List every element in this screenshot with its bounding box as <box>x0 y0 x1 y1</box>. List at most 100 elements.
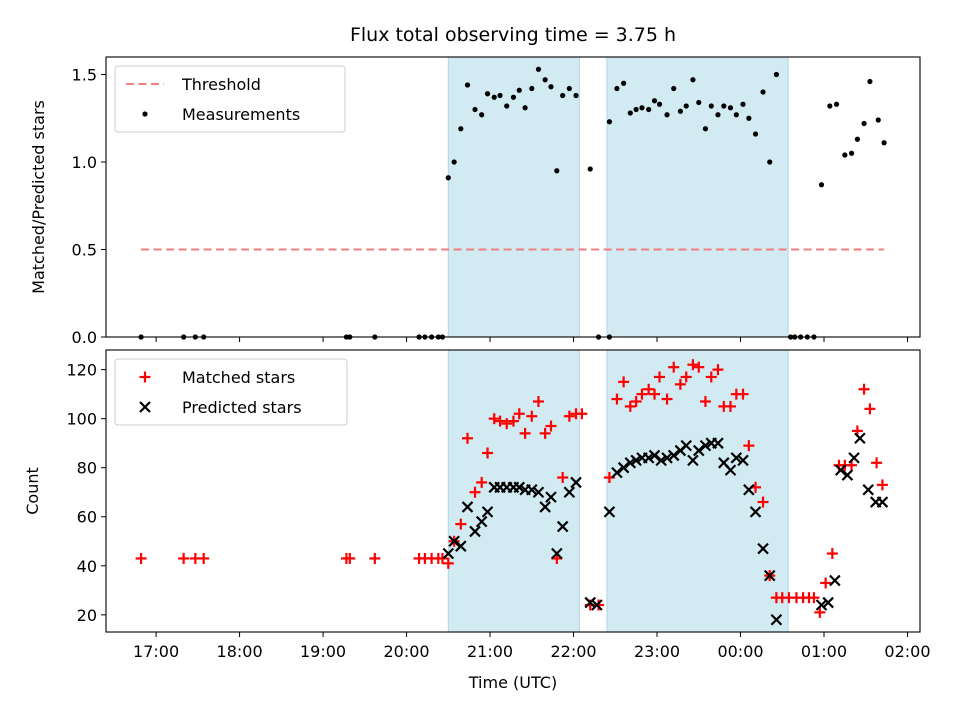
x-tick-label: 21:00 <box>467 642 513 661</box>
measurement-point <box>529 85 535 92</box>
measurement-point <box>639 105 645 111</box>
predicted-point <box>611 466 623 479</box>
y-tick-label: 80 <box>77 459 97 478</box>
measurement-point <box>516 87 522 93</box>
x-tick-label: 00:00 <box>717 642 763 661</box>
measurement-point <box>708 103 714 109</box>
matched-point <box>436 552 448 564</box>
predicted-point <box>834 464 847 476</box>
measurement-point <box>656 101 663 107</box>
matched-point <box>526 410 538 422</box>
predicted-point <box>699 439 712 452</box>
x-tick-label: 02:00 <box>884 642 930 661</box>
y-tick-label: 60 <box>77 508 97 527</box>
legend: Threshold Measurements <box>114 65 346 133</box>
predicted-point <box>591 599 603 611</box>
measurement-point <box>767 159 773 165</box>
matched-point <box>618 376 630 388</box>
matched-point <box>178 552 190 564</box>
matched-point <box>369 552 381 564</box>
predicted-point <box>448 535 460 548</box>
measurement-point <box>646 106 652 113</box>
matched-point <box>501 418 513 430</box>
measurement-point <box>827 103 833 109</box>
predicted-point <box>617 461 630 474</box>
predicted-point <box>442 547 455 560</box>
measurement-point <box>573 92 579 99</box>
matched-point <box>808 592 820 604</box>
matched-point <box>826 548 838 560</box>
measurement-point <box>491 94 497 100</box>
measurement-point <box>458 126 464 132</box>
predicted-point <box>545 491 557 503</box>
y-tick-label: 120 <box>66 361 97 380</box>
observing-interval <box>447 56 580 338</box>
matched-point <box>864 403 876 415</box>
matched-point <box>532 395 544 407</box>
y-tick-label: 20 <box>77 606 97 625</box>
matched-point <box>712 364 724 376</box>
measurement-point <box>848 150 855 156</box>
x-tick-label: 22:00 <box>550 642 596 661</box>
measurement-point <box>875 117 881 123</box>
x-tick-label: 01:00 <box>801 642 847 661</box>
measurement-point <box>445 175 451 181</box>
measurement-point <box>587 166 593 172</box>
predicted-point <box>469 525 481 538</box>
predicted-point <box>642 452 655 464</box>
measurement-point <box>560 92 566 99</box>
measurement-point <box>842 152 848 158</box>
predicted-point <box>648 449 661 462</box>
predicted-point <box>461 501 474 513</box>
predicted-point <box>854 432 866 445</box>
predicted-point <box>692 444 705 457</box>
predicted-point <box>724 464 737 476</box>
measurement-point <box>504 103 510 109</box>
matched-point <box>687 359 699 371</box>
matched-point <box>668 361 680 373</box>
measurement-point <box>733 112 739 118</box>
y-tick-label: 0.5 <box>72 241 97 260</box>
measurement-point <box>833 101 840 107</box>
measurement-point <box>715 112 721 118</box>
observing-interval <box>447 349 580 633</box>
predicted-point <box>687 454 699 467</box>
measurement-point <box>740 101 746 107</box>
measurement-point <box>497 92 503 99</box>
predicted-point <box>455 540 467 552</box>
y-tick-label: 40 <box>77 557 97 576</box>
predicted-point <box>876 496 889 508</box>
measurement-point <box>696 99 702 106</box>
measurement-point <box>621 80 627 86</box>
measurement-point <box>633 106 639 113</box>
x-tick-label: 19:00 <box>300 642 346 661</box>
measurement-point <box>614 85 620 92</box>
matched-point <box>630 395 642 407</box>
matched-point <box>724 400 736 412</box>
measurement-point <box>746 115 752 121</box>
axes-frame <box>105 56 921 338</box>
matched-point <box>876 479 888 491</box>
matched-point <box>649 388 661 400</box>
predicted-point <box>624 457 637 469</box>
matched-point <box>563 410 575 422</box>
matched-point <box>488 413 500 425</box>
measurement-point <box>752 131 759 137</box>
matched-point <box>871 457 883 469</box>
legend-label: Matched stars <box>182 368 295 387</box>
y-tick-label: 100 <box>66 410 97 429</box>
legend-box <box>114 65 346 133</box>
predicted-point <box>763 569 776 582</box>
predicted-point <box>712 437 724 449</box>
matched-point <box>661 393 673 405</box>
measurement-point <box>861 120 867 127</box>
legend-matched-swatch <box>139 371 151 383</box>
measurement-point <box>818 182 825 188</box>
count-panel: 20 40 60 80 100 120 17:00 18:00 19:00 20:00 21:00 2… <box>23 349 931 692</box>
matched-point <box>576 408 588 420</box>
y-tick-label: 1.5 <box>72 66 97 85</box>
measurement-point <box>510 94 517 100</box>
measurement-point <box>773 71 780 78</box>
measurement-point <box>548 84 554 90</box>
